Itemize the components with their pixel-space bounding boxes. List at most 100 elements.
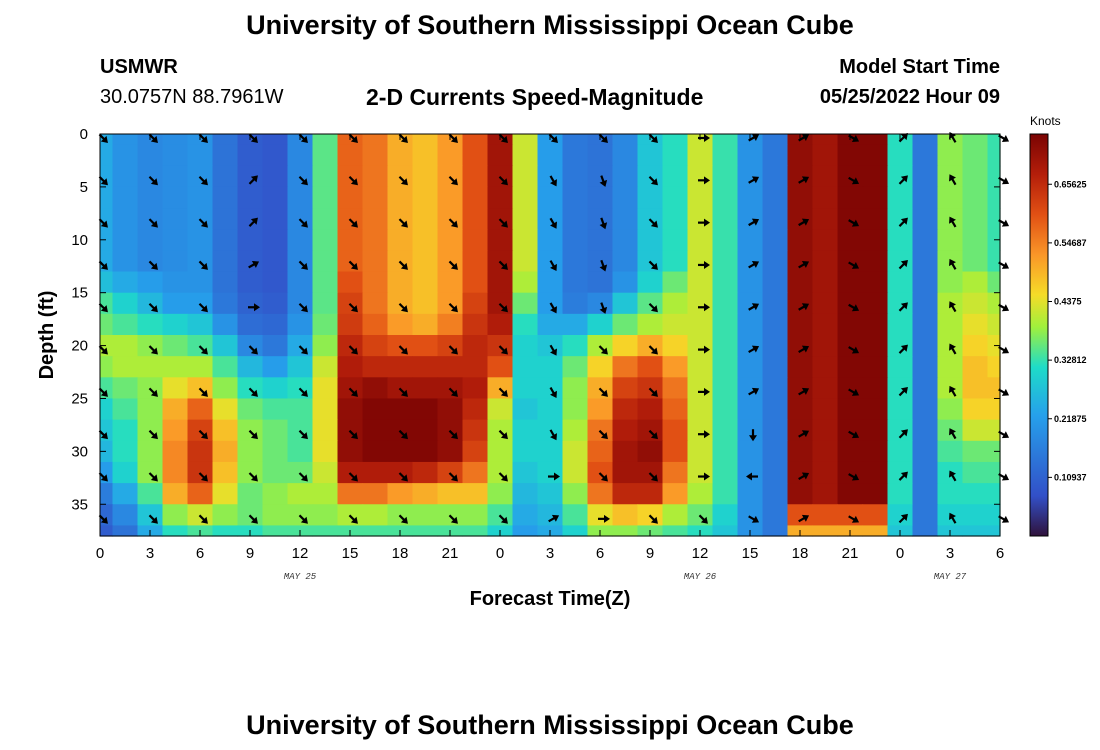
- current-arrow: [198, 429, 208, 440]
- heatmap-cell: [512, 250, 539, 273]
- heatmap-cell: [562, 525, 589, 537]
- heatmap-cell: [662, 525, 689, 537]
- current-arrow: [198, 302, 208, 313]
- heatmap-cell: [362, 398, 389, 421]
- heatmap-cell: [262, 229, 289, 251]
- current-arrow: [398, 514, 408, 524]
- heatmap-cell: [912, 313, 939, 336]
- heatmap-cell: [812, 313, 839, 336]
- heatmap-cell: [762, 504, 789, 527]
- heatmap-cell: [887, 335, 914, 357]
- heatmap-cell: [737, 398, 764, 421]
- heatmap-cell: [112, 504, 139, 527]
- current-arrow: [949, 428, 957, 440]
- heatmap-cell: [312, 461, 339, 484]
- heatmap-cell: [137, 440, 164, 463]
- heatmap-cell: [587, 292, 614, 315]
- current-arrow: [448, 387, 458, 397]
- heatmap-cell: [162, 229, 189, 251]
- current-arrow: [798, 345, 810, 354]
- heatmap-cell: [887, 356, 914, 378]
- current-arrow: [248, 472, 258, 482]
- heatmap-cell: [612, 208, 639, 230]
- heatmap-cell: [162, 134, 189, 146]
- current-arrow: [648, 429, 658, 440]
- current-arrow: [198, 218, 208, 228]
- heatmap-cell: [562, 483, 589, 505]
- heatmap-cell: [962, 208, 989, 230]
- heatmap-cell: [137, 144, 164, 167]
- heatmap-cell: [187, 483, 214, 505]
- heatmap-cell: [162, 419, 189, 442]
- heatmap-cell: [612, 134, 639, 146]
- model-start-value: 05/25/2022 Hour 09: [819, 86, 1000, 108]
- heatmap-cell: [712, 377, 739, 400]
- heatmap-cell: [587, 356, 614, 378]
- heatmap-cell: [312, 292, 339, 315]
- heatmap-cell: [487, 440, 514, 463]
- heatmap-cell: [162, 483, 189, 505]
- heatmap-cell: [637, 186, 664, 209]
- heatmap-cell: [237, 356, 264, 378]
- colorbar-label: Knots: [1030, 114, 1061, 128]
- heatmap-cell: [100, 186, 114, 209]
- heatmap-cell: [812, 377, 839, 400]
- heatmap-cell: [212, 271, 239, 294]
- heatmap-cell: [212, 461, 239, 484]
- heatmap-cell: [137, 483, 164, 505]
- heatmap-cell: [587, 398, 614, 421]
- current-arrow: [498, 387, 508, 397]
- heatmap-cell: [362, 335, 389, 357]
- heatmap-cell: [462, 134, 489, 146]
- current-arrow: [698, 218, 710, 227]
- current-arrow: [898, 133, 908, 143]
- heatmap-cell: [187, 186, 214, 209]
- current-arrow: [248, 514, 258, 524]
- heatmap-cell: [862, 144, 889, 167]
- heatmap-cell: [412, 186, 439, 209]
- heatmap-cell: [912, 377, 939, 400]
- heatmap-cell: [612, 398, 639, 421]
- heatmap-cell: [687, 250, 714, 273]
- heatmap-cell: [837, 229, 864, 251]
- heatmap-cell: [987, 292, 1001, 315]
- current-arrow: [748, 260, 760, 269]
- heatmap-cell: [462, 525, 489, 537]
- heatmap-cell: [137, 398, 164, 421]
- heatmap-cell: [712, 504, 739, 527]
- heatmap-cell: [737, 356, 764, 378]
- heatmap-cell: [237, 229, 264, 251]
- heatmap-cell: [462, 229, 489, 251]
- heatmap-cell: [362, 440, 389, 463]
- x-tick-label: 15: [342, 545, 359, 562]
- heatmap-cell: [787, 504, 814, 527]
- heatmap-cell: [462, 377, 489, 400]
- current-arrow: [949, 470, 957, 482]
- current-arrow: [198, 472, 208, 482]
- heatmap-cell: [987, 504, 1001, 527]
- heatmap-cell: [912, 144, 939, 167]
- heatmap-cell: [162, 208, 189, 230]
- current-arrow: [848, 346, 860, 354]
- heatmap-cell: [562, 208, 589, 230]
- heatmap-cell: [712, 186, 739, 209]
- heatmap-cell: [212, 398, 239, 421]
- current-arrow: [648, 260, 658, 270]
- heatmap-cell: [862, 229, 889, 251]
- heatmap-cell: [512, 440, 539, 463]
- heatmap-cell: [262, 165, 289, 188]
- heatmap-cell: [537, 356, 564, 378]
- heatmap-cell: [462, 165, 489, 188]
- heatmap-cell: [537, 229, 564, 251]
- x-tick-label: 9: [646, 545, 654, 562]
- heatmap-cell: [587, 440, 614, 463]
- heatmap-cell: [912, 271, 939, 294]
- heatmap-cell: [162, 461, 189, 484]
- heatmap-cell: [937, 186, 964, 209]
- heatmap-cell: [962, 398, 989, 421]
- heatmap-cell: [412, 419, 439, 442]
- current-arrow: [698, 303, 710, 312]
- heatmap-cell: [412, 134, 439, 146]
- heatmap-cell: [662, 461, 689, 484]
- current-arrow: [698, 387, 710, 396]
